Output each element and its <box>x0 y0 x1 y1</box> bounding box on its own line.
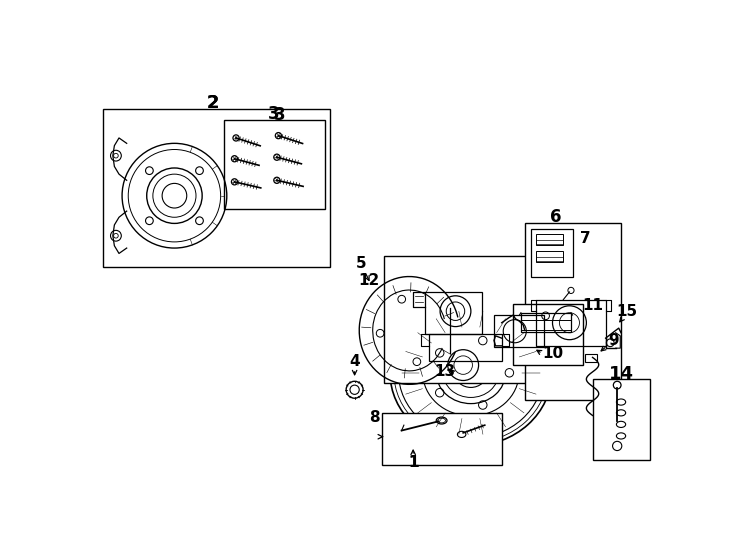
Text: 3: 3 <box>268 105 280 123</box>
Bar <box>521 320 571 330</box>
Text: 3: 3 <box>274 106 286 124</box>
Text: 2: 2 <box>207 94 219 112</box>
Text: 13: 13 <box>434 364 455 379</box>
Text: 4: 4 <box>349 354 360 369</box>
Text: 15: 15 <box>617 303 638 319</box>
Bar <box>225 120 324 209</box>
Bar <box>537 240 563 244</box>
Text: 5: 5 <box>356 256 367 271</box>
Bar <box>384 256 526 383</box>
Text: 1: 1 <box>408 455 418 470</box>
Bar <box>525 222 621 400</box>
Bar <box>592 379 650 460</box>
Bar <box>494 315 544 347</box>
Text: 2: 2 <box>207 94 219 112</box>
Bar <box>513 303 583 365</box>
Text: 7: 7 <box>580 231 590 246</box>
Text: 1: 1 <box>408 455 418 470</box>
Bar <box>382 413 501 465</box>
Bar <box>429 334 501 361</box>
Text: 9: 9 <box>608 333 619 348</box>
Bar <box>585 354 597 362</box>
Bar <box>521 313 571 332</box>
Bar <box>103 110 330 267</box>
Bar <box>537 300 606 346</box>
Bar <box>537 251 563 262</box>
Bar <box>531 229 573 276</box>
Text: 8: 8 <box>368 410 379 425</box>
Text: 12: 12 <box>359 273 380 288</box>
Bar <box>425 292 482 334</box>
Text: 6: 6 <box>550 208 562 226</box>
Text: 11: 11 <box>583 298 603 313</box>
Text: 14: 14 <box>608 366 633 383</box>
Bar <box>537 234 563 245</box>
Bar <box>537 256 563 261</box>
Text: 10: 10 <box>542 346 564 361</box>
